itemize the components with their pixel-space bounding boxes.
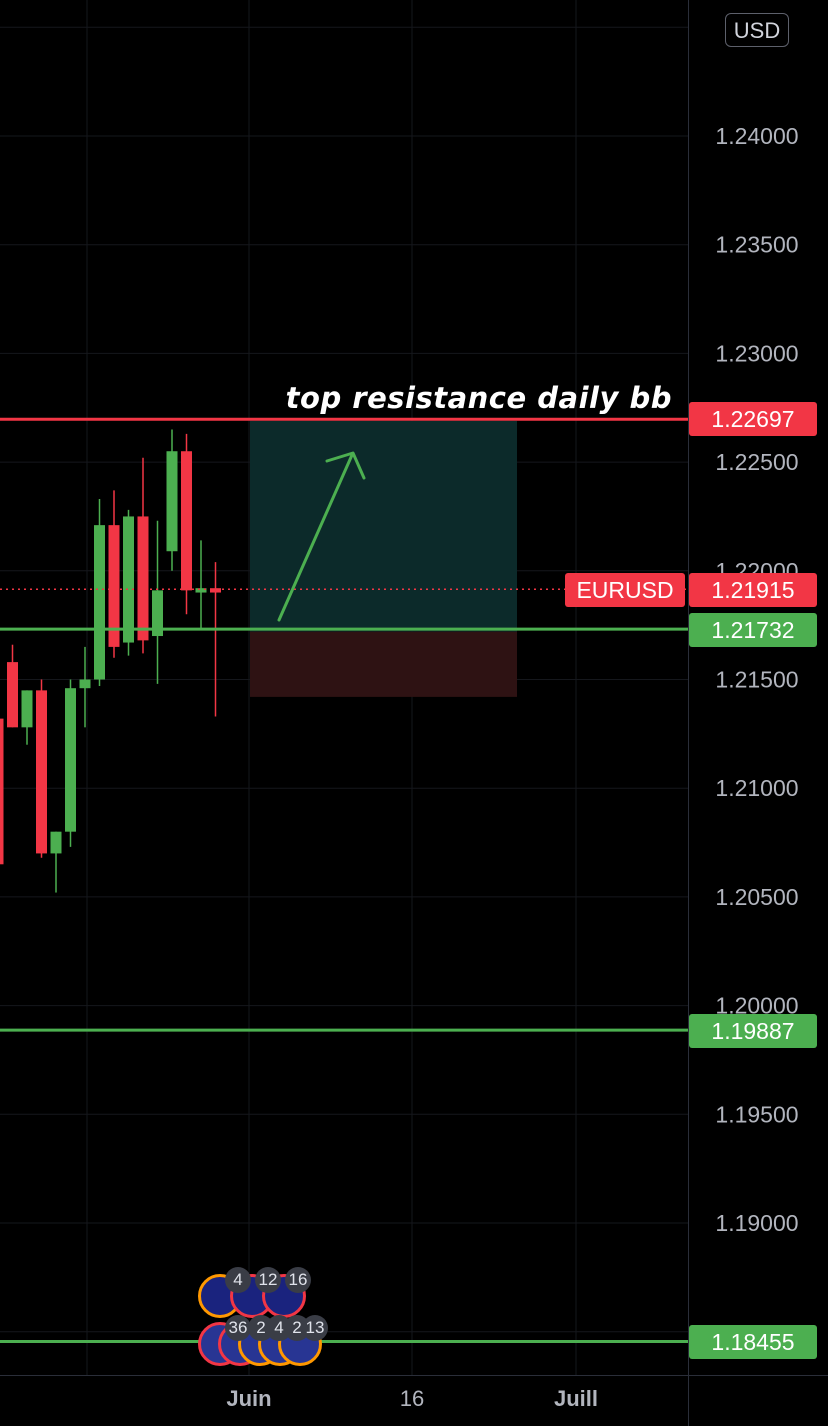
us-event-count: 4 — [225, 1267, 251, 1293]
eu-event-count: 36 — [225, 1315, 251, 1341]
currency-badge[interactable]: USD — [725, 13, 789, 47]
candle-body — [21, 690, 33, 728]
candle-body — [137, 516, 149, 641]
candle-body — [108, 525, 120, 647]
candle-body — [166, 451, 178, 552]
time-label-16: 16 — [399, 1386, 425, 1411]
arrow-shaft — [277, 453, 354, 622]
candle-body — [0, 718, 4, 865]
candle-body — [7, 662, 18, 728]
arrow-head — [325, 451, 366, 480]
y-tick-label: 1.19500 — [715, 1101, 798, 1127]
y-axis-ticks: 1.240001.235001.230001.225001.220001.215… — [715, 123, 798, 1236]
current-price-tag: 1.21915 — [689, 573, 817, 607]
candle-body — [65, 688, 76, 832]
y-tick-label: 1.20500 — [715, 884, 798, 910]
symbol-tag: EURUSD — [565, 573, 685, 607]
target-zone — [250, 420, 517, 632]
y-tick-label: 1.22500 — [715, 449, 798, 475]
candle-body — [210, 588, 221, 593]
candle-body — [94, 525, 105, 680]
stop-zone — [250, 631, 517, 697]
candle-body — [181, 451, 192, 591]
support-1-price-tag: 1.21732 — [689, 613, 817, 647]
support-2-price-tag: 1.19887 — [689, 1014, 817, 1048]
candles — [0, 429, 221, 893]
horizontal-lines — [0, 417, 688, 1343]
candle-body — [152, 590, 163, 637]
resistance-price-tag: 1.22697 — [689, 402, 817, 436]
y-tick-label: 1.19000 — [715, 1210, 798, 1236]
time-label-juin: Juin — [226, 1386, 272, 1411]
support-3-price-tag: 1.18455 — [689, 1325, 817, 1359]
us-event-count: 16 — [285, 1267, 311, 1293]
resistance-annotation: top resistance daily bb — [285, 381, 672, 415]
y-tick-label: 1.24000 — [715, 123, 798, 149]
candle-body — [123, 516, 134, 643]
candle-body — [195, 588, 207, 593]
trend-arrow — [277, 451, 366, 622]
y-tick-label: 1.23500 — [715, 232, 798, 258]
y-tick-label: 1.21000 — [715, 775, 798, 801]
y-tick-label: 1.21500 — [715, 667, 798, 693]
candle-body — [79, 679, 91, 689]
time-label-juill: Juill — [553, 1386, 599, 1411]
us-event-count: 12 — [255, 1267, 281, 1293]
eu-event-count: 13 — [302, 1315, 328, 1341]
position-zones — [250, 420, 517, 697]
candle-body — [50, 831, 62, 854]
y-tick-label: 1.23000 — [715, 340, 798, 366]
candle-body — [36, 690, 47, 854]
